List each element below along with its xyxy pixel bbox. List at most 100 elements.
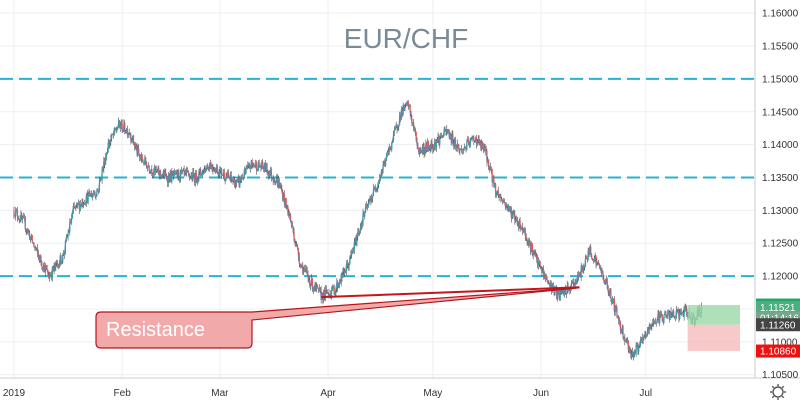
candle-body: [329, 294, 331, 296]
candle-body: [656, 318, 658, 323]
candle-body: [158, 168, 160, 176]
candle-body: [583, 266, 585, 271]
candle-body: [380, 171, 382, 177]
candle-body: [344, 271, 346, 274]
price-label-text: 1.11260: [760, 320, 796, 331]
settings-button[interactable]: [770, 384, 786, 400]
candle-body: [576, 280, 578, 284]
candle-body: [230, 174, 232, 179]
candle-body: [392, 140, 394, 142]
candle-body: [269, 173, 271, 176]
candle-body: [166, 175, 168, 180]
candle-body: [493, 177, 495, 188]
candle-body: [345, 263, 348, 272]
candle-body: [374, 188, 376, 191]
candle-body: [314, 284, 316, 290]
candle-body: [529, 242, 532, 252]
candle-body: [172, 172, 174, 174]
x-tick-label: Jun: [533, 388, 549, 399]
candle-body: [541, 268, 543, 273]
candle-body: [558, 291, 560, 300]
candle-body: [432, 147, 434, 150]
candle-body: [509, 206, 511, 210]
candle-body: [435, 141, 437, 148]
candle-body: [669, 311, 671, 320]
candle-body: [65, 237, 67, 241]
candle-body: [240, 177, 242, 181]
candle-body: [151, 169, 153, 174]
candle-body: [253, 164, 255, 167]
candle-body: [161, 175, 163, 178]
candle-body: [98, 180, 101, 191]
candle-body: [385, 153, 388, 161]
gear-teeth: [770, 384, 786, 400]
candle-body: [109, 142, 111, 145]
candle-body: [425, 143, 427, 153]
candle-body: [468, 139, 470, 145]
candle-body: [118, 120, 120, 128]
candle-body: [351, 252, 353, 256]
candle-body: [64, 240, 67, 252]
candle-body: [160, 174, 163, 178]
candle-body: [619, 322, 622, 331]
candle-body: [257, 162, 259, 171]
candle-body: [337, 282, 339, 288]
candle-body: [31, 235, 33, 243]
price-line: [13, 101, 702, 358]
candle-body: [478, 138, 480, 144]
y-tick-label: 1.14000: [762, 140, 799, 151]
resistance-annotation[interactable]: Resistance: [95, 287, 580, 349]
position-zone: [687, 305, 740, 352]
y-tick-label: 1.13500: [762, 173, 799, 184]
candle-body: [219, 169, 221, 177]
candle-body: [545, 275, 547, 279]
candle-body: [522, 227, 524, 232]
candle-body: [351, 250, 354, 253]
candle-body: [426, 142, 429, 152]
candle-body: [238, 178, 240, 185]
candle-body: [332, 285, 334, 288]
candle-body: [20, 214, 22, 222]
loss-zone: [687, 324, 740, 352]
candle-body: [454, 139, 457, 147]
candle-body: [284, 198, 286, 205]
candle-body: [372, 195, 374, 198]
candle-body: [315, 284, 317, 288]
candle-body: [61, 261, 63, 264]
candle-body: [418, 148, 420, 154]
candle-body: [136, 147, 138, 154]
candle-body: [400, 109, 403, 119]
candle-body: [208, 164, 211, 170]
x-tick-label: Feb: [114, 388, 132, 399]
candle-body: [71, 211, 74, 218]
candle-body: [679, 313, 681, 319]
candle-body: [331, 290, 333, 296]
candle-body: [411, 118, 413, 124]
candle-body: [214, 168, 217, 172]
candle-body: [442, 134, 444, 138]
candle-body: [561, 288, 563, 293]
candle-body: [528, 241, 530, 244]
candle-body: [159, 171, 161, 176]
candle-body: [91, 194, 94, 198]
candle-body: [38, 256, 40, 262]
candle-body: [443, 128, 445, 135]
candle-body: [526, 239, 528, 243]
candle-body: [577, 274, 579, 281]
candle-body: [625, 337, 628, 342]
price-axis: 1.16000 1.15500 1.15000 1.14500 1.14000 1.135…: [762, 9, 799, 382]
candle-body: [536, 258, 539, 266]
candle-body: [599, 266, 601, 268]
candle-body: [169, 172, 171, 182]
candle-body: [377, 184, 379, 189]
candle-body: [683, 307, 685, 317]
candle-body: [420, 148, 422, 151]
candle-body: [198, 171, 200, 179]
candle-body: [15, 209, 17, 217]
candle-body: [458, 147, 460, 151]
candle-body: [231, 178, 233, 181]
candle-body: [399, 114, 401, 126]
candle-body: [118, 120, 121, 125]
candle-body: [419, 148, 421, 154]
candle-body: [471, 137, 473, 140]
